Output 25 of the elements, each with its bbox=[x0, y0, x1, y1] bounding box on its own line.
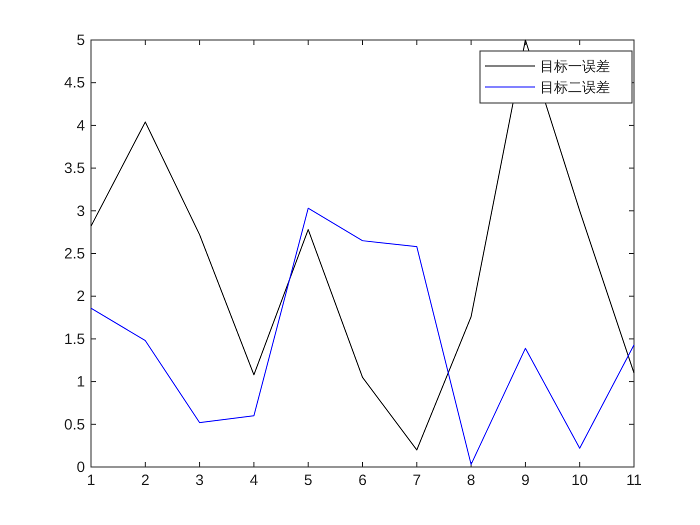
y-tick-label: 2 bbox=[76, 288, 85, 306]
x-tick-label: 3 bbox=[195, 472, 204, 489]
y-tick-label: 0.5 bbox=[64, 416, 85, 434]
y-tick-label: 0 bbox=[76, 459, 85, 476]
x-tick-label: 8 bbox=[466, 472, 476, 489]
x-tick-label: 9 bbox=[521, 472, 530, 489]
legend-label: 目标一误差 bbox=[540, 59, 610, 75]
line-series bbox=[90, 40, 634, 450]
y-tick-label: 1 bbox=[76, 374, 85, 391]
x-tick-label: 11 bbox=[626, 472, 642, 489]
y-tick-label: 4.5 bbox=[64, 74, 85, 92]
x-tick-label: 4 bbox=[250, 472, 258, 489]
y-tick-label: 3 bbox=[76, 202, 85, 220]
y-tick-label: 2.5 bbox=[64, 246, 85, 262]
line-series bbox=[90, 208, 634, 465]
y-tick-label: 4 bbox=[76, 117, 85, 134]
legend-label: 目标二误差 bbox=[540, 80, 610, 96]
x-tick-label: 5 bbox=[304, 472, 312, 489]
y-tick-label: 3.5 bbox=[64, 160, 85, 178]
x-tick-label: 7 bbox=[412, 472, 421, 489]
y-tick-label: 1.5 bbox=[64, 330, 85, 348]
x-tick-label: 10 bbox=[571, 472, 588, 489]
x-tick-label: 6 bbox=[358, 472, 367, 489]
x-tick-label: 2 bbox=[141, 472, 150, 489]
y-tick-label: 5 bbox=[76, 32, 85, 49]
